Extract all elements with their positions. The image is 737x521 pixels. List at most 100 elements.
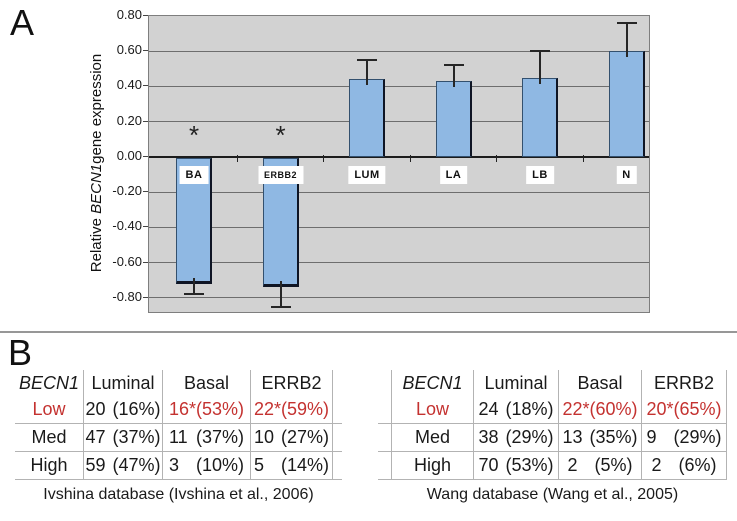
error-bar-cap-LA bbox=[443, 64, 464, 67]
table-cell: 47 (37%) bbox=[84, 424, 163, 452]
row-label-low: Low bbox=[15, 396, 84, 424]
error-bar-cap-ERBB2 bbox=[270, 305, 291, 308]
table-caption-wang: Wang database (Wang et al., 2005) bbox=[426, 486, 679, 503]
y-tick-mark bbox=[143, 15, 148, 16]
y-tick-label: 0.20 bbox=[116, 112, 142, 128]
table-cell: 2 (5%) bbox=[559, 452, 642, 480]
table-cell: 10 (27%) bbox=[251, 424, 333, 452]
category-label-ERBB2: ERBB2 bbox=[257, 165, 304, 184]
gridline bbox=[149, 262, 649, 264]
y-tick-mark bbox=[143, 155, 148, 157]
gridline bbox=[149, 191, 649, 193]
error-bar-LUM bbox=[366, 60, 368, 86]
gridline bbox=[149, 226, 649, 228]
category-label-N: N bbox=[616, 165, 637, 184]
error-bar-cap-LB bbox=[530, 50, 550, 53]
ivshina-table: BECN1 Luminal Basal ERRB2 Low 20 (16%) 16* (53%)… bbox=[15, 370, 342, 480]
table-header-luminal: Luminal bbox=[84, 370, 163, 396]
bar-LB bbox=[522, 77, 558, 157]
row-label-low: Low bbox=[392, 396, 474, 424]
table-header-becn1: BECN1 bbox=[15, 370, 84, 396]
y-tick-label: -0.60 bbox=[112, 253, 142, 269]
y-tick-mark bbox=[143, 191, 148, 193]
table-stub-cell bbox=[378, 424, 392, 452]
table-caption-ivshina: Ivshina database (Ivshina et al., 2006) bbox=[43, 486, 314, 503]
y-tick-mark bbox=[143, 50, 148, 52]
table-cell: 22* (59%) bbox=[251, 396, 333, 424]
panel-b-label: B bbox=[8, 332, 33, 373]
table-stub-cell bbox=[378, 370, 392, 396]
zero-axis-line bbox=[149, 155, 649, 158]
error-bar-cap-N bbox=[616, 22, 637, 25]
bar-chart-plot-area: BA * ERBB2 * LUM LA LB N bbox=[148, 15, 650, 313]
gridline bbox=[149, 297, 649, 299]
table-header-errb2: ERRB2 bbox=[642, 370, 727, 396]
table-header-luminal: Luminal bbox=[474, 370, 559, 396]
table-cell: 11 (37%) bbox=[163, 424, 251, 452]
table-stub-cell bbox=[378, 452, 392, 480]
y-tick-label: 0.80 bbox=[116, 7, 142, 22]
y-tick-mark bbox=[143, 296, 148, 298]
table-cell: 70 (53%) bbox=[474, 452, 559, 480]
x-tick-mark bbox=[496, 154, 497, 162]
table-cell: 38 (29%) bbox=[474, 424, 559, 452]
category-label-BA: BA bbox=[179, 165, 209, 184]
table-cell: 2 (6%) bbox=[642, 452, 727, 480]
y-tick-label: 0.60 bbox=[116, 42, 142, 58]
panel-a-label: A bbox=[10, 2, 35, 43]
error-bar-LA bbox=[452, 65, 455, 88]
table-header-basal: Basal bbox=[163, 370, 251, 396]
y-tick-mark bbox=[143, 120, 148, 122]
error-bar-cap-LUM bbox=[357, 59, 377, 62]
table-stub-cell bbox=[333, 396, 342, 424]
table-cell: 5 (14%) bbox=[251, 452, 333, 480]
y-tick-label: -0.80 bbox=[112, 288, 142, 304]
gridline bbox=[149, 85, 649, 87]
significance-asterisk-BA: * bbox=[188, 120, 200, 150]
table-header-errb2: ERRB2 bbox=[251, 370, 333, 396]
error-bar-LB bbox=[539, 51, 541, 84]
category-label-LB: LB bbox=[526, 165, 554, 184]
error-bar-ERBB2 bbox=[279, 281, 282, 307]
y-tick-label: -0.40 bbox=[112, 218, 142, 234]
table-cell: 59 (47%) bbox=[84, 452, 163, 480]
bar-LUM bbox=[349, 79, 385, 157]
bar-N bbox=[608, 51, 645, 157]
y-tick-mark bbox=[143, 226, 148, 228]
row-label-med: Med bbox=[15, 424, 84, 452]
y-tick-mark bbox=[143, 261, 148, 263]
table-header-becn1: BECN1 bbox=[392, 370, 474, 396]
error-bar-cap-BA bbox=[184, 293, 204, 296]
table-stub-cell bbox=[378, 396, 392, 424]
table-stub-cell bbox=[333, 370, 342, 396]
table-cell: 3 (10%) bbox=[163, 452, 251, 480]
table-cell: 9 (29%) bbox=[642, 424, 727, 452]
y-tick-label: 0.40 bbox=[116, 77, 142, 93]
row-label-high: High bbox=[392, 452, 474, 480]
error-bar-N bbox=[625, 23, 628, 58]
row-label-high: High bbox=[15, 452, 84, 480]
x-tick-mark bbox=[409, 154, 411, 162]
table-cell: 22* (60%) bbox=[559, 396, 642, 424]
y-tick-label: 0.00 bbox=[116, 147, 142, 163]
table-cell: 20* (65%) bbox=[642, 396, 727, 424]
gridline bbox=[149, 121, 649, 123]
table-cell: 24 (18%) bbox=[474, 396, 559, 424]
category-label-LUM: LUM bbox=[348, 165, 386, 184]
significance-asterisk-ERBB2: * bbox=[275, 120, 286, 150]
table-cell: 13 (35%) bbox=[559, 424, 642, 452]
table-header-basal: Basal bbox=[559, 370, 642, 396]
y-tick-mark bbox=[143, 85, 148, 87]
table-stub-cell bbox=[333, 452, 342, 480]
error-bar-BA bbox=[193, 277, 195, 295]
panel-divider bbox=[0, 331, 737, 333]
table-stub-cell bbox=[333, 424, 342, 452]
table-cell: 16* (53%) bbox=[163, 396, 251, 424]
wang-table: BECN1 Luminal Basal ERRB2 Low 24 (18%) 22* (60%)… bbox=[378, 370, 727, 480]
category-label-LA: LA bbox=[439, 165, 468, 184]
x-tick-mark bbox=[582, 154, 584, 162]
bar-LA bbox=[435, 81, 472, 157]
y-tick-label: -0.20 bbox=[112, 183, 142, 199]
x-tick-mark bbox=[323, 154, 324, 162]
